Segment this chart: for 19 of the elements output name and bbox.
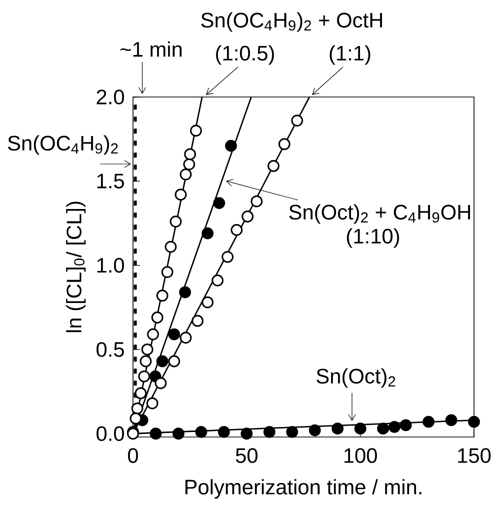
y-tick-label: 2.0 [96, 90, 124, 104]
y-axis-title: ln ([CL]$_{0}$/ [CL]) [66, 202, 86, 332]
x-tick-label: 100 [344, 448, 377, 463]
annotation: Sn(Oct)$_{2}$ + C$_{4}$H$_{9}$OH [289, 204, 470, 224]
x-tick-label: 150 [458, 448, 491, 463]
text: Sn(OC$_{4}$H$_{9}$)$_{2}$ [8, 135, 118, 155]
text: Sn(OC$_{4}$H$_{9}$)$_{2}$ + OctH [201, 12, 382, 32]
x-tick-label: 50 [236, 448, 258, 463]
x-tick-label: 0 [128, 448, 138, 463]
annotation: Sn(Oct)$_{2}$ [316, 368, 396, 388]
text: (1:0.5) [216, 45, 274, 65]
text: (1:1) [330, 45, 370, 65]
annotation: (1:10) [346, 228, 400, 248]
x-axis-title: Polymerization time / min. [185, 479, 422, 499]
y-tick-label: 1.5 [97, 174, 124, 188]
y-tick-label: 1.0 [97, 258, 124, 273]
ref-line-label: ~1 min [120, 41, 182, 57]
y-tick-label: 0.0 [96, 426, 124, 442]
y-tick-label: 0.5 [96, 342, 124, 357]
